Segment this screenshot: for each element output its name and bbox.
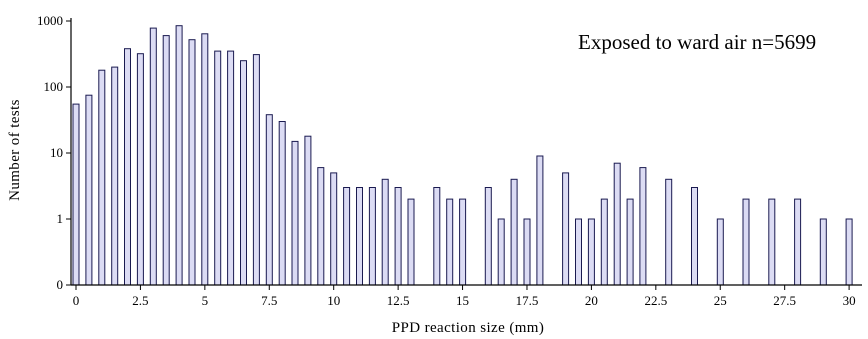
bar bbox=[626, 198, 634, 286]
bar bbox=[317, 167, 325, 286]
bar bbox=[343, 187, 351, 286]
x-tick-label: 2.5 bbox=[132, 293, 148, 308]
x-tick-label: 15 bbox=[456, 293, 469, 308]
bars bbox=[72, 25, 853, 286]
bar bbox=[368, 187, 376, 286]
bar bbox=[381, 178, 389, 286]
x-tick-label: 5 bbox=[202, 293, 209, 308]
bar bbox=[72, 103, 80, 286]
bar bbox=[240, 60, 247, 286]
bar bbox=[794, 198, 802, 286]
bar bbox=[188, 39, 196, 286]
x-tick-label: 22.5 bbox=[644, 293, 667, 308]
x-tick-label: 17.5 bbox=[516, 293, 539, 308]
chart-annotation: Exposed to ward air n=5699 bbox=[578, 30, 816, 54]
bar bbox=[665, 178, 673, 286]
bar bbox=[394, 187, 402, 286]
bar bbox=[536, 155, 544, 286]
bar bbox=[587, 218, 595, 286]
bar bbox=[85, 94, 93, 286]
x-tick-label: 12.5 bbox=[387, 293, 410, 308]
bar bbox=[523, 218, 531, 286]
x-tick-label: 20 bbox=[585, 293, 598, 308]
bar bbox=[98, 69, 106, 286]
bar bbox=[742, 198, 750, 286]
y-ticks: 0 1 10 100 1000 bbox=[37, 13, 71, 292]
bar bbox=[330, 172, 338, 286]
bar bbox=[845, 218, 853, 286]
y-tick-label: 1000 bbox=[37, 13, 63, 28]
bar bbox=[214, 50, 222, 286]
bar bbox=[149, 27, 157, 286]
bar bbox=[111, 66, 119, 286]
y-tick-label: 1 bbox=[57, 211, 64, 226]
y-axis-title: Number of tests bbox=[7, 99, 23, 201]
x-axis-title: PPD reaction size (mm) bbox=[392, 320, 545, 336]
bar bbox=[819, 218, 827, 286]
bar bbox=[304, 135, 312, 286]
bar bbox=[201, 33, 209, 286]
bar bbox=[433, 187, 441, 286]
x-tick-label: 7.5 bbox=[261, 293, 277, 308]
bar bbox=[459, 198, 467, 286]
bar bbox=[600, 198, 608, 286]
bar bbox=[356, 187, 363, 286]
bar bbox=[252, 54, 260, 286]
axes bbox=[70, 18, 862, 286]
bar bbox=[510, 178, 518, 286]
x-tick-label: 27.5 bbox=[773, 293, 796, 308]
bar bbox=[497, 218, 505, 286]
bar bbox=[613, 162, 621, 286]
bar bbox=[136, 53, 144, 286]
bar bbox=[484, 187, 492, 286]
x-tick-label: 0 bbox=[73, 293, 80, 308]
bar bbox=[124, 48, 131, 286]
bar bbox=[291, 140, 299, 286]
bar bbox=[227, 50, 235, 286]
bar bbox=[162, 35, 170, 286]
bar bbox=[716, 218, 724, 286]
bar bbox=[768, 198, 776, 286]
x-tick-label: 30 bbox=[843, 293, 856, 308]
x-ticks: 0 2.5 5 7.5 10 12.5 15 17.5 20 22.5 25 27.5 30 bbox=[73, 285, 856, 308]
bar bbox=[639, 167, 647, 286]
y-tick-label: 100 bbox=[44, 79, 64, 94]
y-tick-label: 0 bbox=[57, 277, 64, 292]
bar bbox=[562, 172, 570, 286]
bar bbox=[265, 114, 273, 286]
bar bbox=[407, 198, 415, 286]
bar bbox=[691, 187, 698, 286]
bar bbox=[278, 121, 286, 286]
bar bbox=[446, 198, 454, 286]
x-tick-label: 10 bbox=[327, 293, 340, 308]
x-tick-label: 25 bbox=[714, 293, 727, 308]
bar bbox=[175, 25, 183, 286]
y-tick-label: 10 bbox=[50, 145, 63, 160]
bar bbox=[575, 218, 582, 286]
